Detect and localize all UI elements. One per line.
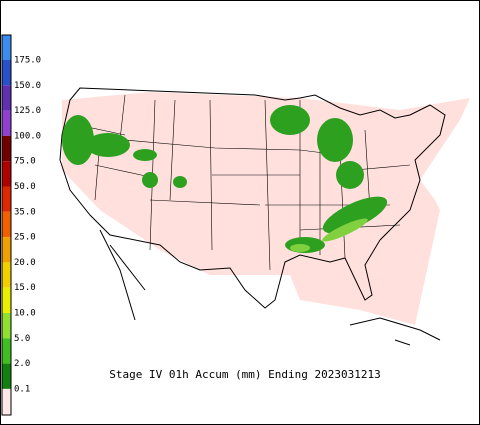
legend-swatch xyxy=(2,35,11,60)
legend-swatch xyxy=(2,338,11,364)
legend-swatch xyxy=(2,363,11,389)
legend-label: 15.0 xyxy=(14,283,36,293)
legend-label: 125.0 xyxy=(14,106,41,116)
legend-swatch xyxy=(2,262,11,288)
legend-swatch xyxy=(2,186,11,212)
legend-label: 35.0 xyxy=(14,207,36,217)
legend-frame xyxy=(1,34,12,416)
legend-swatch xyxy=(2,388,11,415)
legend-swatch xyxy=(2,135,11,162)
legend-label: 100.0 xyxy=(14,131,41,141)
legend-label: 75.0 xyxy=(14,157,36,167)
legend-label: 0.1 xyxy=(14,384,30,394)
legend-swatch xyxy=(2,60,11,86)
map-title: Stage IV 01h Accum (mm) Ending 202303121… xyxy=(109,368,381,381)
legend-swatch xyxy=(2,85,11,111)
legend-swatch xyxy=(2,161,11,187)
legend-label: 5.0 xyxy=(14,334,30,344)
legend-label: 10.0 xyxy=(14,309,36,319)
legend-label: 150.0 xyxy=(14,81,41,91)
legend: 175.0 150.0 125.0 100.0 75.0 50.0 35.0 25.0 20.0… xyxy=(1,34,41,416)
legend-label: 20.0 xyxy=(14,258,36,268)
legend-swatch xyxy=(2,287,11,313)
analysis-domain xyxy=(62,92,470,325)
precip-areas xyxy=(62,105,388,253)
legend-swatch xyxy=(2,313,11,339)
legend-label: 2.0 xyxy=(14,359,30,369)
legend-swatch xyxy=(2,110,11,136)
caribbean xyxy=(349,317,441,346)
legend-label: 175.0 xyxy=(14,56,41,66)
baja xyxy=(99,229,146,321)
legend-label: 25.0 xyxy=(14,233,36,243)
legend-label: 50.0 xyxy=(14,182,36,192)
legend-swatch xyxy=(2,211,11,238)
us-outline xyxy=(59,87,446,309)
legend-swatch xyxy=(2,237,11,263)
